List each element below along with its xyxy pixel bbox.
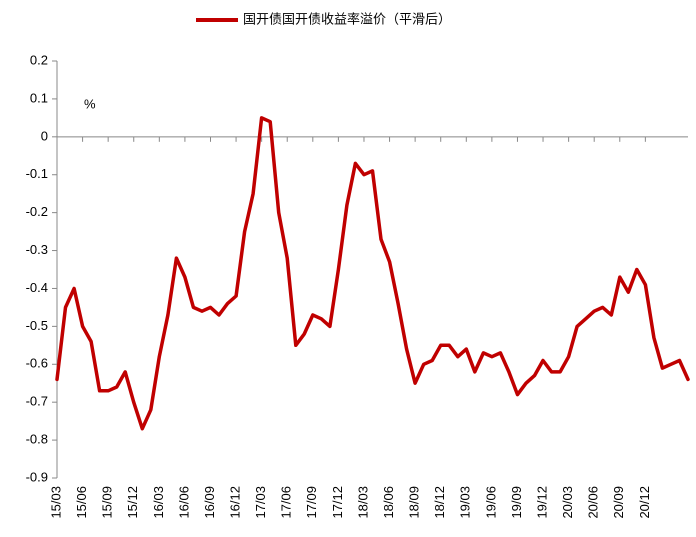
x-tick-label: 18/03 <box>355 486 370 519</box>
series-line <box>55 116 690 431</box>
x-tick-label: 15/06 <box>74 486 89 519</box>
x-tick-label: 20/06 <box>586 486 601 519</box>
x-tick-label: 16/06 <box>176 486 191 519</box>
y-tick-label: 0.2 <box>30 52 48 67</box>
y-tick-label: -0.8 <box>26 432 48 447</box>
x-tick-label: 20/03 <box>560 486 575 519</box>
x-tick-label: 16/09 <box>202 486 217 519</box>
x-tick-label: 19/06 <box>483 486 498 519</box>
y-tick-label: -0.3 <box>26 242 48 257</box>
x-tick-label: 17/09 <box>304 486 319 519</box>
x-tick-label: 17/03 <box>253 486 268 519</box>
x-tick-label: 19/03 <box>458 486 473 519</box>
x-tick-label: 19/12 <box>534 486 549 519</box>
annotation: % <box>84 96 96 111</box>
y-tick-label: -0.2 <box>26 204 48 219</box>
y-tick-label: -0.9 <box>26 469 48 484</box>
x-tick-label: 18/06 <box>381 486 396 519</box>
y-tick-label: -0.1 <box>26 166 48 181</box>
y-tick-label: 0 <box>41 128 48 143</box>
x-tick-label: 19/09 <box>509 486 524 519</box>
x-tick-label: 20/09 <box>611 486 626 519</box>
y-tick-label: -0.4 <box>26 280 48 295</box>
y-tick-label: 0.1 <box>30 90 48 105</box>
x-tick-label: 17/12 <box>330 486 345 519</box>
x-tick-label: 15/09 <box>100 486 115 519</box>
x-tick-label: 15/03 <box>48 486 63 519</box>
x-tick-label: 16/03 <box>151 486 166 519</box>
x-tick-label: 17/06 <box>279 486 294 519</box>
x-tick-label: 20/12 <box>637 486 652 519</box>
y-tick-label: -0.5 <box>26 318 48 333</box>
legend-label: 国开债国开债收益率溢价（平滑后） <box>243 11 451 26</box>
x-tick-label: 18/12 <box>432 486 447 519</box>
x-tick-label: 18/09 <box>407 486 422 519</box>
y-tick-label: -0.7 <box>26 394 48 409</box>
x-tick-label: 16/12 <box>228 486 243 519</box>
x-tick-label: 15/12 <box>125 486 140 519</box>
y-tick-label: -0.6 <box>26 356 48 371</box>
